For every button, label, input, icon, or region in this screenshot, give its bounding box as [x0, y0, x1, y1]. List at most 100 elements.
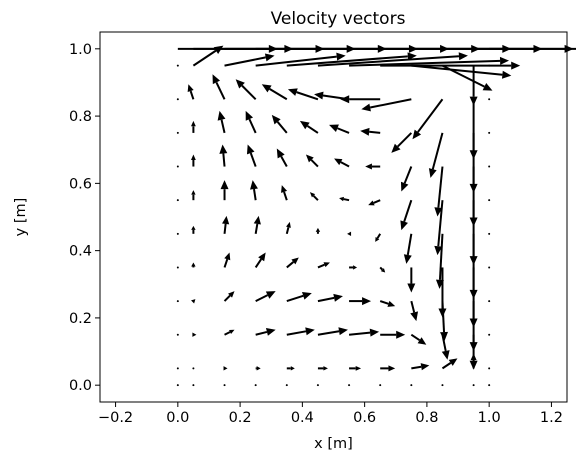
plot-frame	[99, 31, 568, 403]
vector-arrow	[176, 98, 179, 101]
vector-arrow	[349, 365, 362, 371]
vector-arrow	[435, 233, 444, 289]
vector-arrow	[361, 98, 412, 112]
vector-arrow	[488, 199, 491, 202]
vector-arrow	[176, 300, 179, 303]
vector-arrow	[349, 265, 358, 270]
vector-arrow	[441, 358, 458, 370]
x-tick-label: −0.2	[98, 410, 133, 426]
vector-arrow	[191, 154, 196, 167]
vector-arrow	[192, 384, 195, 387]
vector-arrow	[255, 52, 346, 67]
vector-arrow	[176, 64, 179, 67]
vector-arrow	[219, 144, 228, 167]
vector-arrow	[403, 233, 413, 264]
vector-arrow	[299, 120, 319, 134]
vector-arrow	[441, 384, 444, 387]
vector-arrow	[411, 64, 512, 79]
vector-arrow	[212, 74, 226, 100]
vector-arrow	[309, 192, 319, 201]
vector-arrow	[176, 266, 179, 269]
vector-arrow	[285, 221, 291, 235]
vector-arrow	[410, 300, 419, 322]
vector-arrow	[191, 190, 196, 201]
vector-arrow	[317, 366, 328, 371]
x-tick-label: 0.0	[166, 410, 189, 426]
x-tick-label: 1.0	[478, 410, 501, 426]
vector-arrow	[316, 384, 319, 387]
vector-arrow	[434, 166, 444, 217]
vector-arrow	[245, 110, 257, 134]
vector-arrow	[176, 232, 179, 235]
vector-arrow	[287, 88, 319, 101]
vector-arrow	[217, 110, 226, 134]
vector-arrow	[305, 154, 319, 168]
vector-arrow	[286, 292, 312, 303]
vector-arrow	[176, 333, 179, 336]
vector-arrow	[348, 384, 351, 387]
vector-arrow	[488, 384, 491, 387]
vector-arrow	[469, 65, 478, 106]
vector-arrow	[223, 384, 226, 387]
vector-arrow	[340, 95, 381, 104]
vector-arrow	[488, 300, 491, 303]
vector-arrow	[349, 56, 510, 67]
vector-arrow	[223, 366, 228, 371]
vector-arrow	[255, 366, 261, 371]
vector-arrow	[317, 293, 343, 303]
x-tick-label: 0.4	[291, 410, 314, 426]
vector-field	[176, 44, 576, 387]
vector-arrow	[368, 199, 381, 206]
vector-arrow	[176, 131, 179, 134]
vector-arrow	[380, 365, 396, 372]
vector-arrow	[379, 266, 386, 273]
y-tick-label: 0.6	[69, 176, 92, 192]
vector-arrow	[176, 199, 179, 202]
vector-arrow	[261, 84, 288, 101]
vector-arrow	[488, 266, 491, 269]
vector-arrow	[438, 267, 447, 318]
vector-arrow	[220, 180, 229, 201]
chart-title: Velocity vectors	[271, 9, 406, 29]
vector-arrow	[329, 124, 350, 134]
vector-arrow	[379, 384, 382, 387]
vector-arrow	[192, 332, 197, 337]
y-tick-label: 0.0	[69, 378, 92, 394]
vector-arrow	[253, 215, 261, 234]
vector-arrow	[176, 165, 179, 168]
vector-arrow	[488, 165, 491, 168]
vector-arrow	[400, 199, 413, 231]
vector-arrow	[488, 131, 491, 134]
vector-arrow	[286, 52, 417, 67]
vector-arrow	[191, 262, 196, 268]
vector-arrow	[339, 196, 350, 202]
vector-arrow	[191, 120, 196, 133]
vector-arrow	[223, 252, 231, 268]
vector-arrow	[412, 98, 444, 140]
vector-arrow	[254, 252, 266, 269]
y-tick-label: 0.8	[69, 109, 92, 125]
x-axis-ticks: −0.2 0.0 0.2 0.4 0.6 0.8 1.0 1.2	[98, 402, 563, 426]
vector-arrow	[191, 299, 196, 304]
vector-arrow	[191, 225, 196, 234]
plot-area	[100, 32, 567, 402]
vector-arrow	[375, 233, 382, 242]
x-tick-label: 0.8	[415, 410, 438, 426]
vector-arrow	[246, 144, 257, 167]
vector-arrow	[223, 291, 235, 302]
vector-arrow	[349, 297, 372, 306]
vector-arrow	[434, 200, 444, 256]
y-tick-label: 1.0	[69, 42, 92, 58]
y-axis-label: y [m]	[13, 198, 29, 237]
vector-arrow	[176, 367, 179, 370]
vector-arrow	[348, 328, 380, 337]
vector-arrow	[410, 384, 413, 387]
vector-arrow	[286, 257, 299, 269]
vector-arrow	[334, 158, 350, 168]
vector-arrow	[285, 384, 288, 387]
vector-arrow	[235, 79, 257, 100]
vector-arrow	[317, 262, 330, 269]
vector-arrow	[360, 127, 381, 136]
vector-arrow	[250, 180, 258, 201]
